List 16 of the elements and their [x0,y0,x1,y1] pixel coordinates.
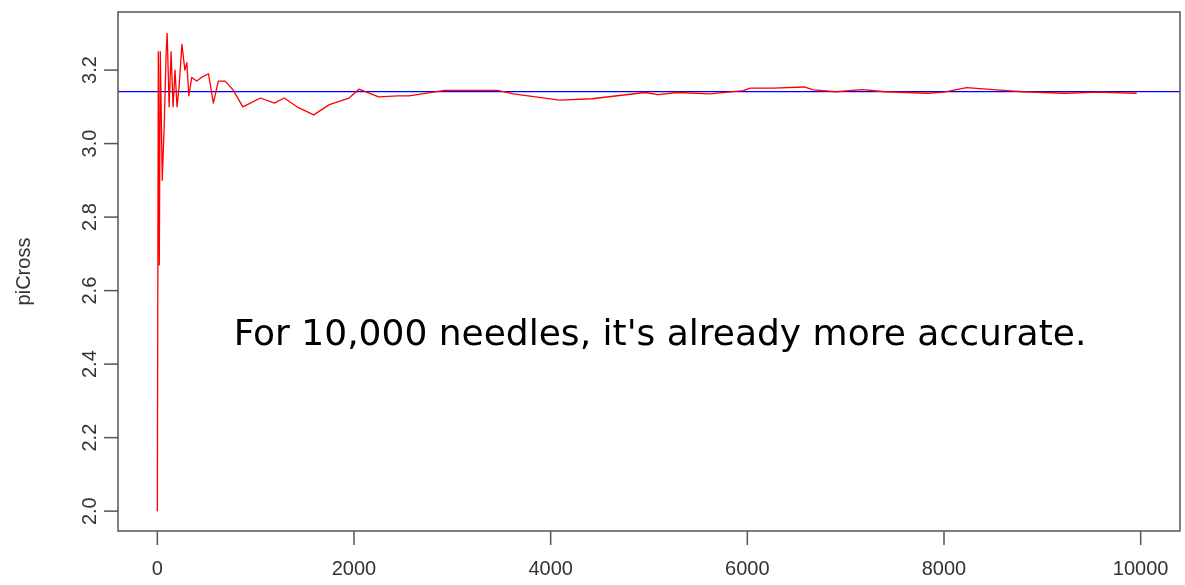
y-axis-title: piCross [12,237,34,306]
y-tick-label: 2.0 [78,497,100,526]
line-series [156,32,1138,512]
annotation: For 10,000 needles, it's already more accurate. [233,312,1087,353]
y-tick-label: 2.6 [78,276,100,305]
x-tick-label: 6000 [725,557,770,579]
x-tick-label: 8000 [921,557,967,579]
x-tick-label: 10000 [1112,557,1169,579]
y-tick-label: 2.4 [78,350,100,379]
x-tick-label: 2000 [331,557,377,579]
y-tick-label: 3.2 [78,56,100,84]
y-tick-label: 2.8 [78,203,100,232]
x-tick-label: 4000 [528,557,573,579]
y-tick-label: 3.0 [78,129,100,158]
x-tick-label: 0 [151,557,163,579]
y-tick-label: 2.2 [78,423,100,452]
